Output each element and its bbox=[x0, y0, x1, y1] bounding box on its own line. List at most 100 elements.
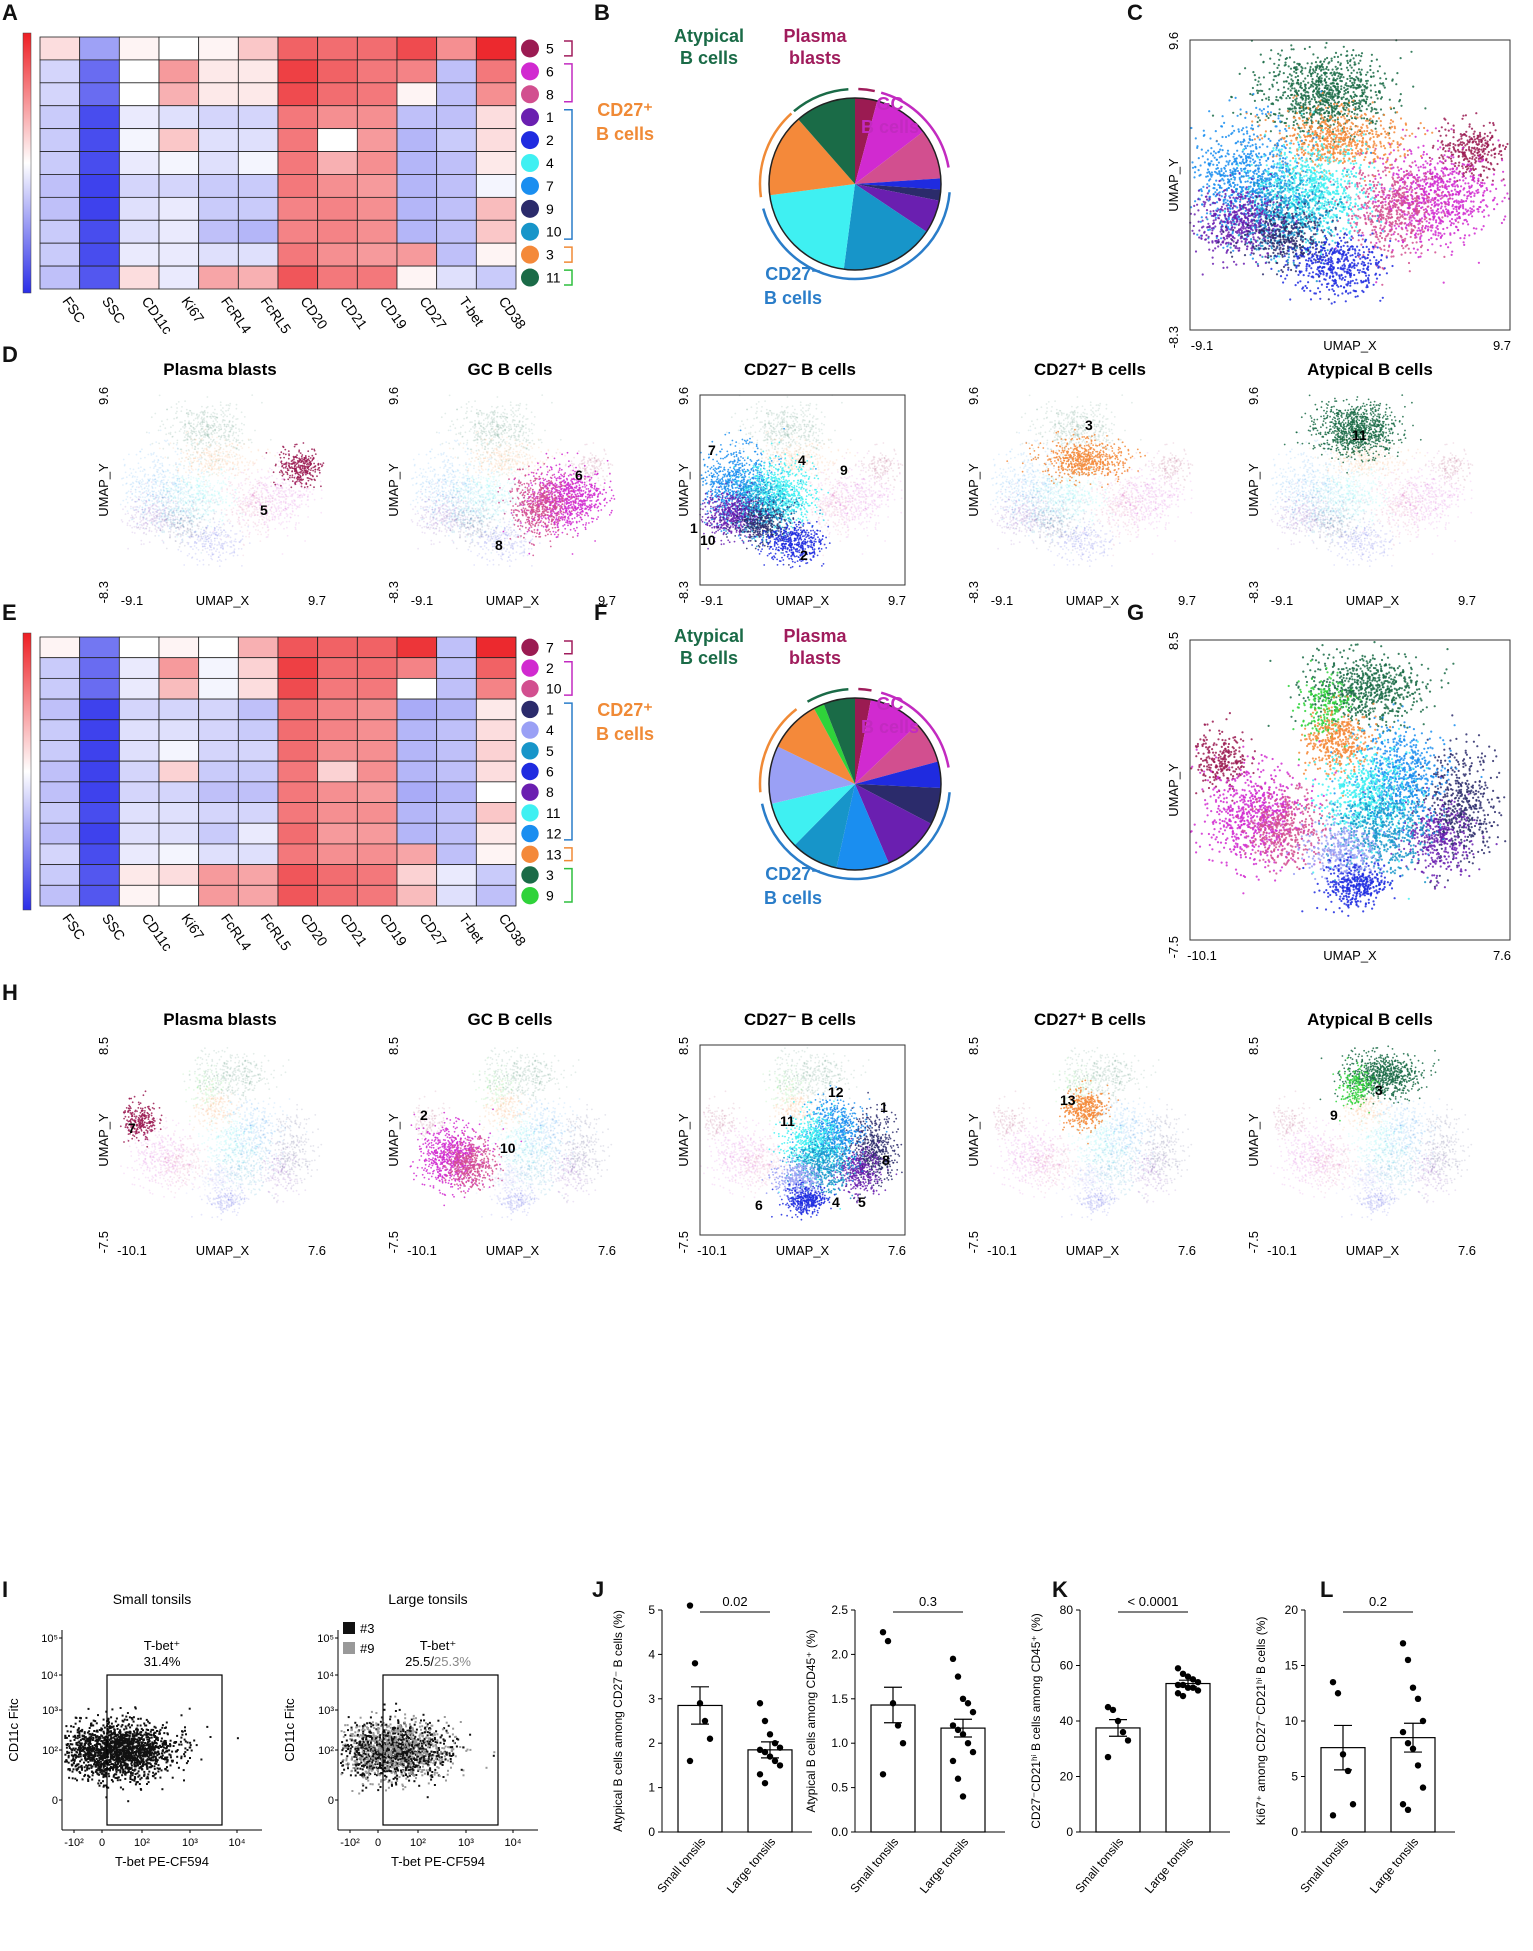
legend-swatch bbox=[343, 1642, 355, 1654]
pie-group-label: B cells bbox=[680, 648, 738, 668]
bar-ytick: 60 bbox=[1060, 1659, 1074, 1673]
flow-ytick: 0 bbox=[52, 1795, 58, 1807]
data-point bbox=[1329, 1678, 1337, 1686]
pie-group-label: Atypical bbox=[674, 26, 744, 46]
umap-ymin: -7.5 bbox=[676, 1231, 691, 1253]
heatmap-cell bbox=[436, 802, 477, 824]
marker-label: FSC bbox=[59, 294, 88, 326]
umap-cluster bbox=[427, 497, 513, 566]
heatmap-cell bbox=[39, 822, 81, 845]
data-point bbox=[1419, 1784, 1427, 1791]
flow-gate bbox=[382, 1674, 499, 1826]
umap-cluster bbox=[431, 441, 534, 538]
cluster-id: 2 bbox=[546, 660, 554, 676]
heatmap-cell bbox=[118, 843, 160, 866]
bar-category: Small tonsils bbox=[1297, 1835, 1351, 1896]
umap-ymax: 9.6 bbox=[676, 387, 691, 405]
cluster-id: 7 bbox=[546, 178, 554, 194]
panel-letter-a: A bbox=[2, 0, 18, 26]
heatmap-cell bbox=[277, 657, 319, 679]
cluster-annotation: 12 bbox=[828, 1084, 844, 1100]
panel-letter-d: D bbox=[2, 342, 18, 368]
data-point bbox=[964, 1700, 972, 1707]
umap-cluster bbox=[1298, 694, 1392, 797]
data-point bbox=[1329, 1812, 1337, 1819]
umap-cluster bbox=[259, 1103, 323, 1203]
heatmap-cell bbox=[118, 864, 160, 886]
heatmap-cell bbox=[475, 242, 517, 267]
heatmap-cell bbox=[396, 105, 438, 130]
umap-cluster bbox=[792, 451, 903, 555]
pie-group-arc bbox=[880, 91, 950, 168]
cluster-id: 8 bbox=[546, 86, 554, 102]
cluster-dot bbox=[521, 154, 539, 172]
data-point bbox=[686, 1757, 694, 1765]
umap-cluster bbox=[1360, 1093, 1458, 1171]
heatmap-cell bbox=[79, 760, 120, 783]
cluster-annotation: 8 bbox=[495, 537, 503, 553]
flow-xlabel: T-bet PE-CF594 bbox=[391, 1854, 485, 1869]
cluster-annotation: 8 bbox=[882, 1152, 890, 1168]
umap-ylabel: UMAP_Y bbox=[966, 463, 981, 517]
data-point bbox=[1174, 1665, 1182, 1672]
heatmap-cell bbox=[436, 242, 477, 267]
bar-ytick: 10 bbox=[1285, 1714, 1299, 1728]
heatmap-cell bbox=[158, 740, 200, 762]
heatmap-cell bbox=[237, 760, 279, 783]
cluster-annotation: 13 bbox=[1060, 1092, 1076, 1108]
umap-cluster bbox=[1342, 1101, 1432, 1184]
pie-group-label: CD27⁺ bbox=[597, 700, 653, 720]
umap-ymin: -8.3 bbox=[1246, 581, 1261, 603]
umap-xmin: -9.1 bbox=[1271, 593, 1293, 608]
umap-cluster bbox=[828, 1130, 898, 1204]
cluster-id: 12 bbox=[546, 826, 562, 842]
heatmap-cell bbox=[356, 82, 398, 107]
heatmap-cell bbox=[118, 174, 160, 198]
bar-ytick: 3 bbox=[648, 1692, 655, 1706]
data-point bbox=[949, 1655, 957, 1663]
umap-cluster bbox=[207, 463, 296, 557]
cluster-annotation: 7 bbox=[128, 1120, 136, 1136]
heatmap-cell bbox=[317, 82, 358, 107]
heatmap-cell bbox=[237, 740, 279, 762]
heatmap-cell bbox=[436, 151, 477, 175]
data-point bbox=[1399, 1728, 1407, 1736]
umap-title: Plasma blasts bbox=[163, 360, 276, 379]
heatmap-cell bbox=[317, 781, 358, 803]
heatmap-cell bbox=[118, 636, 160, 659]
flow-xtick: 10⁴ bbox=[229, 1837, 246, 1849]
heatmap-cell bbox=[396, 802, 438, 824]
heatmap-cell bbox=[277, 822, 319, 845]
umap-cluster bbox=[1062, 1101, 1152, 1184]
umap-ymin: -7.5 bbox=[966, 1231, 981, 1253]
pie-slice bbox=[855, 100, 924, 184]
heatmap-cell bbox=[396, 82, 438, 107]
pie-slice bbox=[855, 784, 941, 824]
umap-xlabel: UMAP_X bbox=[1066, 1243, 1120, 1258]
data-point bbox=[884, 1637, 892, 1645]
heatmap-cell bbox=[118, 740, 160, 762]
heatmap-cell bbox=[39, 128, 81, 152]
bar-ytick: 0 bbox=[1291, 1825, 1298, 1839]
heatmap-cell bbox=[277, 174, 319, 198]
data-point bbox=[766, 1731, 774, 1738]
data-point bbox=[776, 1762, 784, 1769]
heatmap-cell bbox=[356, 105, 398, 130]
cluster-id: 2 bbox=[546, 132, 554, 148]
heatmap-cell bbox=[158, 884, 200, 907]
heatmap-cell bbox=[79, 128, 120, 152]
heatmap-cell bbox=[475, 59, 517, 84]
umap-xlabel: UMAP_X bbox=[1066, 593, 1120, 608]
bar-ytick: 40 bbox=[1060, 1714, 1074, 1728]
umap-ylabel: UMAP_Y bbox=[386, 463, 401, 517]
pie-slice bbox=[836, 784, 889, 870]
pie-group-arc bbox=[858, 87, 876, 93]
umap-cluster bbox=[781, 1131, 864, 1202]
heatmap-cell bbox=[198, 636, 239, 659]
cluster-dot bbox=[521, 721, 539, 739]
heatmap-cell bbox=[317, 219, 358, 244]
cluster-bracket bbox=[564, 847, 573, 862]
umap-cluster bbox=[1287, 659, 1362, 761]
heatmap-cell bbox=[237, 36, 279, 61]
